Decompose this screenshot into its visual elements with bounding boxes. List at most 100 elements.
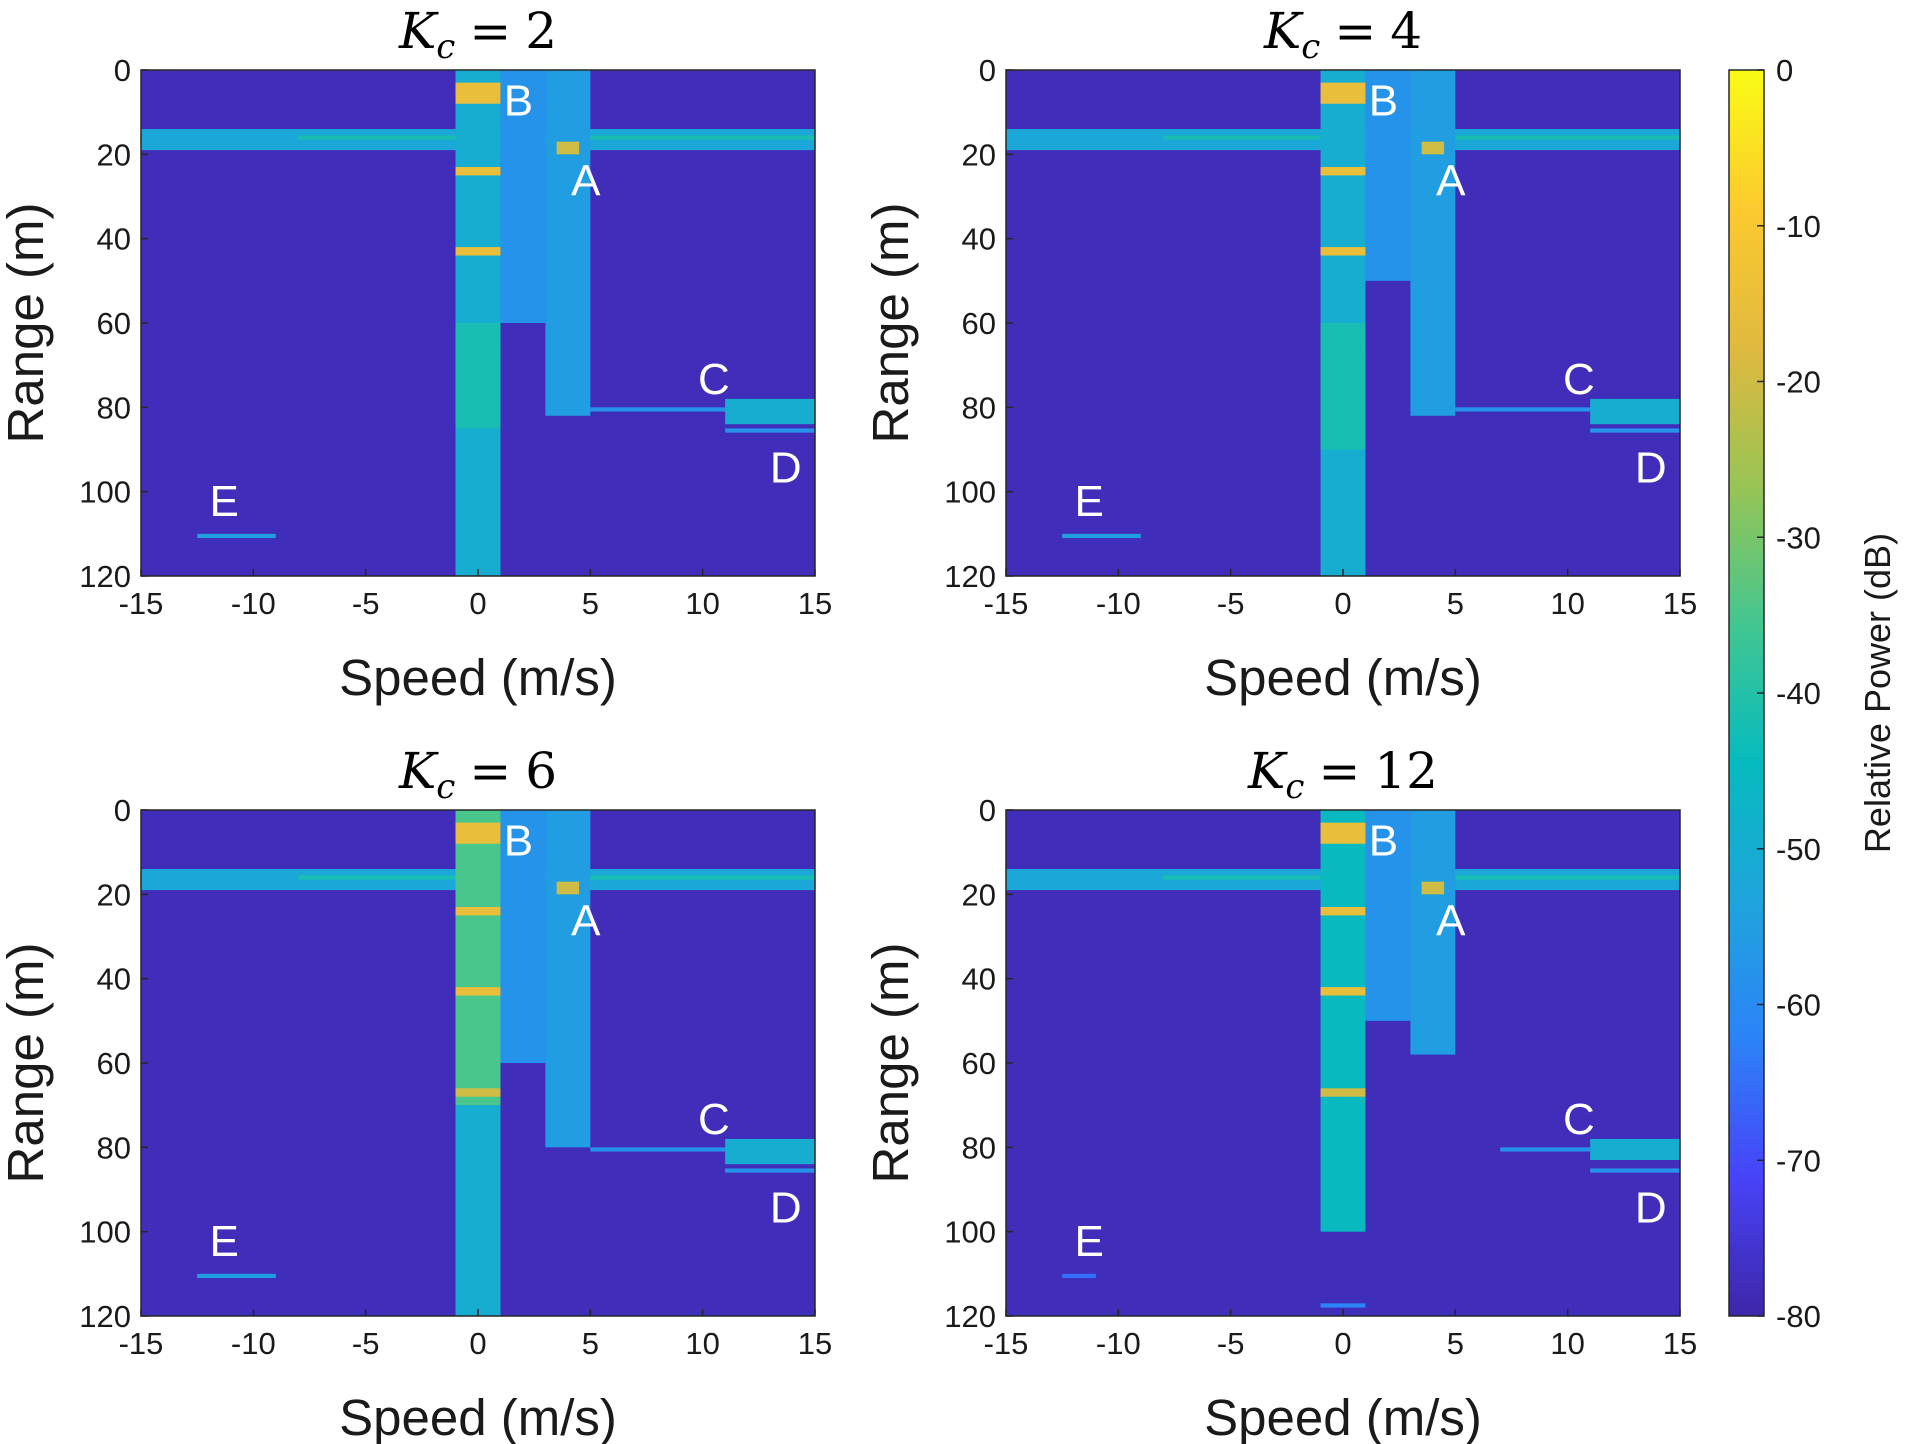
y-axis-label: Range (m) bbox=[0, 943, 54, 1184]
heatmap-cell-target-A-hot bbox=[556, 141, 580, 155]
colorbar-label: Relative Power (dB) bbox=[1857, 533, 1898, 853]
heatmap-cell-hotspot bbox=[455, 822, 501, 844]
heatmap-cell-hotspot bbox=[1320, 987, 1366, 996]
x-axis-label: Speed (m/s) bbox=[339, 1389, 617, 1444]
y-axis-label: Range (m) bbox=[862, 203, 919, 444]
heatmap-cell-target-D-line bbox=[725, 428, 815, 433]
colorbar-tick-label: -10 bbox=[1776, 209, 1821, 244]
colorbar-tick-label: -50 bbox=[1776, 832, 1821, 867]
y-tick-label: 20 bbox=[962, 137, 996, 172]
x-tick-label: 5 bbox=[582, 1326, 599, 1361]
heatmap-cell-target-B bbox=[1365, 810, 1411, 1021]
heatmap-cell-hotspot bbox=[455, 82, 501, 104]
colorbar-tick-label: -70 bbox=[1776, 1143, 1821, 1178]
heatmap-cell-target-D-line bbox=[1590, 428, 1680, 433]
y-tick-label: 100 bbox=[79, 1215, 131, 1250]
colorbar-tick-label: -30 bbox=[1776, 520, 1821, 555]
heatmap-cell-hotspot bbox=[455, 1088, 501, 1097]
y-tick-label: 20 bbox=[97, 877, 131, 912]
y-tick-label: 0 bbox=[114, 793, 131, 828]
annotation-d: D bbox=[770, 1183, 802, 1232]
y-tick-label: 40 bbox=[97, 962, 131, 997]
y-tick-label: 80 bbox=[97, 1130, 131, 1165]
heatmap-cell-target-D-line bbox=[1590, 1168, 1680, 1173]
heatmap-cell-target-C-line bbox=[1500, 1147, 1591, 1152]
y-tick-label: 120 bbox=[79, 1299, 131, 1334]
heatmap-cell-hotspot bbox=[1320, 166, 1366, 176]
heatmap-cell-target-A bbox=[545, 70, 591, 416]
x-tick-label: 5 bbox=[1447, 1326, 1464, 1361]
annotation-b: B bbox=[1369, 77, 1398, 126]
colorbar-tick-label: -80 bbox=[1776, 1299, 1821, 1334]
heatmap-cell-hotspot bbox=[1320, 82, 1366, 104]
heatmap-cell-target-C bbox=[725, 398, 815, 425]
annotation-d: D bbox=[1635, 443, 1667, 492]
y-tick-label: 120 bbox=[944, 1299, 996, 1334]
panel-title: Kc = 6 bbox=[398, 742, 557, 807]
annotation-a: A bbox=[571, 897, 601, 946]
annotation-c: C bbox=[698, 1095, 730, 1144]
heatmap-cell-column-upper bbox=[455, 810, 501, 1106]
panel-kc-12: Kc = 12 Speed (m/s) Range (m) -15 -10 -5 0 5 10… bbox=[862, 742, 1697, 1444]
heatmap-cell-target-A bbox=[1410, 810, 1456, 1055]
y-tick-label: 60 bbox=[97, 306, 131, 341]
y-axis-label: Range (m) bbox=[862, 943, 919, 1184]
colorbar-tick-label: 0 bbox=[1776, 53, 1793, 88]
x-tick-label: 10 bbox=[685, 586, 719, 621]
y-tick-label: 20 bbox=[962, 877, 996, 912]
x-tick-label: 0 bbox=[1334, 1326, 1351, 1361]
x-tick-label: 15 bbox=[798, 1326, 832, 1361]
heatmap-cell-hotspot bbox=[455, 987, 501, 996]
annotation-c: C bbox=[698, 355, 730, 404]
heatmap-cell-target-B bbox=[500, 810, 546, 1063]
y-tick-label: 0 bbox=[114, 53, 131, 88]
heatmap-cell-target-B bbox=[1365, 70, 1411, 281]
y-tick-label: 80 bbox=[962, 1130, 996, 1165]
panel-kc-6: Kc = 6 Speed (m/s) Range (m) -15 -10 -5 0 5 10 1… bbox=[0, 742, 832, 1444]
y-tick-label: 100 bbox=[944, 475, 996, 510]
x-tick-label: -5 bbox=[1217, 1326, 1245, 1361]
y-tick-label: 60 bbox=[97, 1046, 131, 1081]
heatmap-cell-target-A-hot bbox=[556, 881, 580, 895]
x-axis-label: Speed (m/s) bbox=[1204, 649, 1482, 706]
annotation-b: B bbox=[1369, 817, 1398, 866]
colorbar: Relative Power (dB) 0 -10 -20 -30 -40 -50 -60 -… bbox=[1728, 53, 1898, 1334]
x-tick-label: 10 bbox=[1550, 586, 1584, 621]
colorbar-tick-label: -20 bbox=[1776, 365, 1821, 400]
y-tick-label: 20 bbox=[97, 137, 131, 172]
y-tick-label: 100 bbox=[944, 1215, 996, 1250]
x-tick-label: -5 bbox=[352, 1326, 380, 1361]
heatmap-cell-target-C-line bbox=[590, 1147, 726, 1152]
panel-kc-4: Kc = 4 Speed (m/s) Range (m) -15 -10 -5 0 5 10 1… bbox=[862, 2, 1697, 706]
y-tick-label: 120 bbox=[944, 559, 996, 594]
annotation-e: E bbox=[1074, 477, 1103, 526]
x-tick-label: -15 bbox=[119, 586, 164, 621]
heatmap-cell-target-D-line bbox=[725, 1168, 815, 1173]
heatmap-cell-hotspot bbox=[455, 906, 501, 916]
panel-title: Kc = 4 bbox=[1263, 2, 1422, 67]
y-tick-label: 0 bbox=[979, 53, 996, 88]
annotation-e: E bbox=[209, 1217, 238, 1266]
x-tick-label: 15 bbox=[1663, 586, 1697, 621]
panel-title: Kc = 12 bbox=[1247, 742, 1438, 807]
x-axis-label: Speed (m/s) bbox=[339, 649, 617, 706]
heatmap-cell-target-A-hot bbox=[1421, 881, 1445, 895]
y-tick-label: 0 bbox=[979, 793, 996, 828]
x-tick-label: 5 bbox=[582, 586, 599, 621]
y-tick-label: 40 bbox=[962, 962, 996, 997]
heatmap-cell-hotspot bbox=[1320, 822, 1366, 844]
x-tick-label: 0 bbox=[1334, 586, 1351, 621]
heatmap-cell-target-A-hot bbox=[1421, 141, 1445, 155]
x-tick-label: -10 bbox=[231, 1326, 276, 1361]
x-tick-label: -15 bbox=[119, 1326, 164, 1361]
panel-title: Kc = 2 bbox=[398, 2, 557, 67]
heatmap-cell-zero-doppler-column bbox=[1320, 810, 1366, 1232]
y-tick-label: 120 bbox=[79, 559, 131, 594]
y-axis-label: Range (m) bbox=[0, 203, 54, 444]
annotation-b: B bbox=[504, 77, 533, 126]
x-tick-label: -10 bbox=[231, 586, 276, 621]
x-tick-label: 0 bbox=[469, 1326, 486, 1361]
x-tick-label: 15 bbox=[798, 586, 832, 621]
x-tick-label: -5 bbox=[352, 586, 380, 621]
